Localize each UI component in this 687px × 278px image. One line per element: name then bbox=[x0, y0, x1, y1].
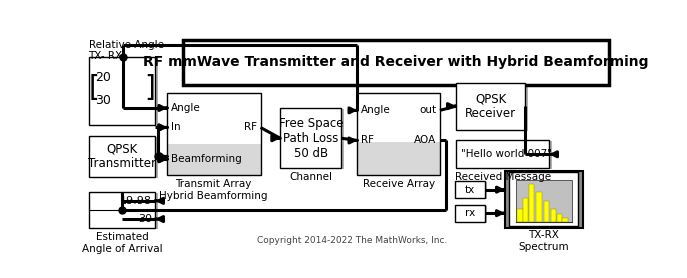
Text: In: In bbox=[171, 123, 181, 132]
Bar bbox=[456, 140, 549, 168]
Text: rx: rx bbox=[464, 208, 475, 218]
Text: RF: RF bbox=[244, 123, 257, 132]
Bar bbox=[459, 84, 528, 131]
Bar bbox=[563, 218, 567, 222]
Bar bbox=[505, 171, 583, 228]
Bar bbox=[357, 93, 440, 142]
Bar bbox=[168, 93, 260, 175]
Text: AOA: AOA bbox=[414, 135, 436, 145]
Bar bbox=[537, 192, 542, 222]
Bar bbox=[91, 137, 158, 178]
Bar bbox=[183, 40, 609, 85]
Text: Channel: Channel bbox=[290, 172, 333, 182]
Bar bbox=[168, 144, 260, 175]
Text: RF: RF bbox=[361, 135, 374, 145]
Text: tx: tx bbox=[464, 185, 475, 195]
Bar bbox=[280, 108, 341, 168]
Text: 30: 30 bbox=[95, 94, 111, 107]
Text: ]: ] bbox=[144, 74, 155, 102]
Text: Free Space
Path Loss
50 dB: Free Space Path Loss 50 dB bbox=[278, 117, 343, 160]
Bar bbox=[523, 198, 528, 222]
Bar bbox=[459, 142, 552, 169]
Bar bbox=[551, 209, 556, 222]
Bar bbox=[89, 57, 155, 125]
Bar bbox=[456, 83, 525, 130]
Bar bbox=[283, 109, 344, 169]
Text: 20: 20 bbox=[95, 71, 111, 84]
Bar bbox=[455, 205, 484, 222]
Text: 30: 30 bbox=[138, 214, 152, 224]
Bar bbox=[544, 201, 549, 222]
Bar bbox=[91, 58, 158, 126]
Text: "Hello world 007": "Hello world 007" bbox=[461, 149, 552, 159]
Text: Angle: Angle bbox=[361, 105, 391, 115]
Bar bbox=[455, 181, 484, 198]
Text: Relative Angle
TX- RX: Relative Angle TX- RX bbox=[89, 40, 164, 61]
Text: [: [ bbox=[89, 74, 100, 102]
Text: QPSK
Receiver: QPSK Receiver bbox=[465, 92, 516, 120]
Bar bbox=[357, 93, 440, 175]
Bar bbox=[89, 136, 155, 177]
Text: Estimated
Angle of Arrival: Estimated Angle of Arrival bbox=[82, 232, 162, 254]
Text: Copyright 2014-2022 The MathWorks, Inc.: Copyright 2014-2022 The MathWorks, Inc. bbox=[257, 236, 447, 245]
Text: Received Message: Received Message bbox=[455, 172, 551, 182]
Bar bbox=[458, 206, 487, 223]
Bar bbox=[515, 180, 572, 222]
Text: QPSK
Transmitter: QPSK Transmitter bbox=[88, 142, 156, 170]
Bar bbox=[517, 209, 523, 222]
Bar bbox=[509, 172, 578, 226]
Text: TX-RX
Spectrum: TX-RX Spectrum bbox=[519, 230, 569, 252]
Text: Receive Array: Receive Array bbox=[363, 179, 435, 189]
Bar bbox=[168, 93, 260, 144]
Text: Beamforming: Beamforming bbox=[171, 154, 242, 164]
Text: RF mmWave Transmitter and Receiver with Hybrid Beamforming: RF mmWave Transmitter and Receiver with … bbox=[143, 55, 649, 69]
Bar bbox=[556, 214, 562, 222]
Bar bbox=[458, 182, 487, 199]
Bar bbox=[89, 192, 155, 228]
Bar bbox=[91, 193, 158, 229]
Text: Angle: Angle bbox=[171, 103, 201, 113]
Bar bbox=[529, 184, 534, 222]
Text: out: out bbox=[419, 105, 436, 115]
Text: Transmit Array
Hybrid Beamforming: Transmit Array Hybrid Beamforming bbox=[159, 179, 268, 200]
Bar bbox=[357, 142, 440, 175]
Text: 19.98: 19.98 bbox=[120, 196, 152, 206]
